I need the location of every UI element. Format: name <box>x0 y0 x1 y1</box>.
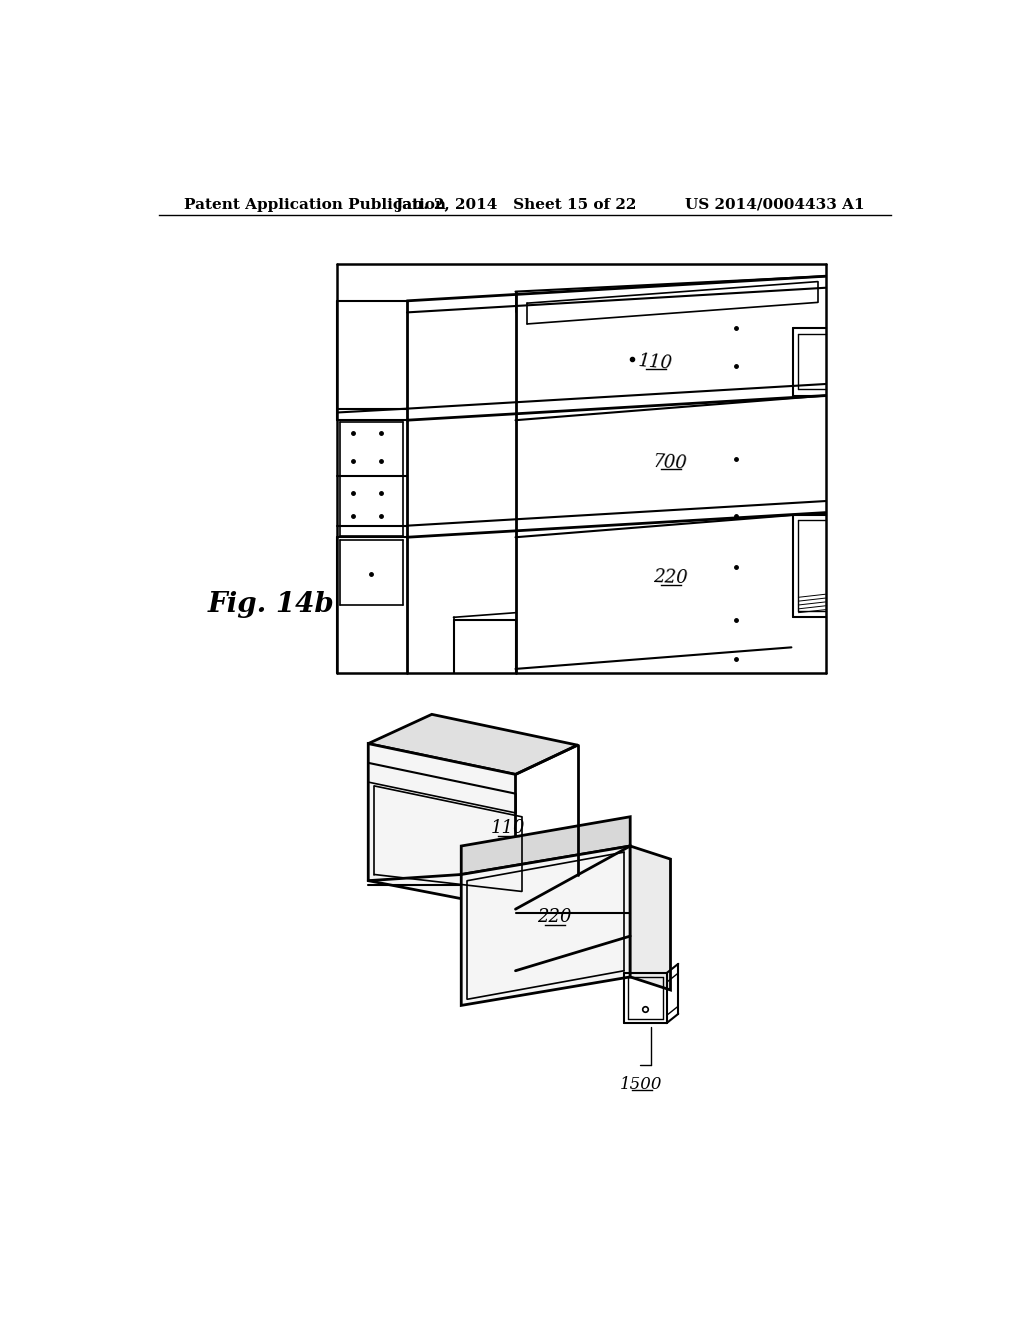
Polygon shape <box>461 817 630 875</box>
Text: 110: 110 <box>637 352 673 374</box>
Text: Jan. 2, 2014   Sheet 15 of 22: Jan. 2, 2014 Sheet 15 of 22 <box>395 198 636 211</box>
Text: 220: 220 <box>653 569 688 587</box>
Text: 110: 110 <box>490 820 525 837</box>
Polygon shape <box>461 846 630 1006</box>
Text: Patent Application Publication: Patent Application Publication <box>183 198 445 211</box>
Text: 220: 220 <box>537 908 571 925</box>
Text: 700: 700 <box>653 453 688 473</box>
Polygon shape <box>630 846 671 990</box>
Text: US 2014/0004433 A1: US 2014/0004433 A1 <box>685 198 864 211</box>
Text: 1500: 1500 <box>620 1076 663 1093</box>
Polygon shape <box>369 743 515 909</box>
Polygon shape <box>369 714 578 775</box>
Text: Fig. 14b: Fig. 14b <box>208 591 335 619</box>
